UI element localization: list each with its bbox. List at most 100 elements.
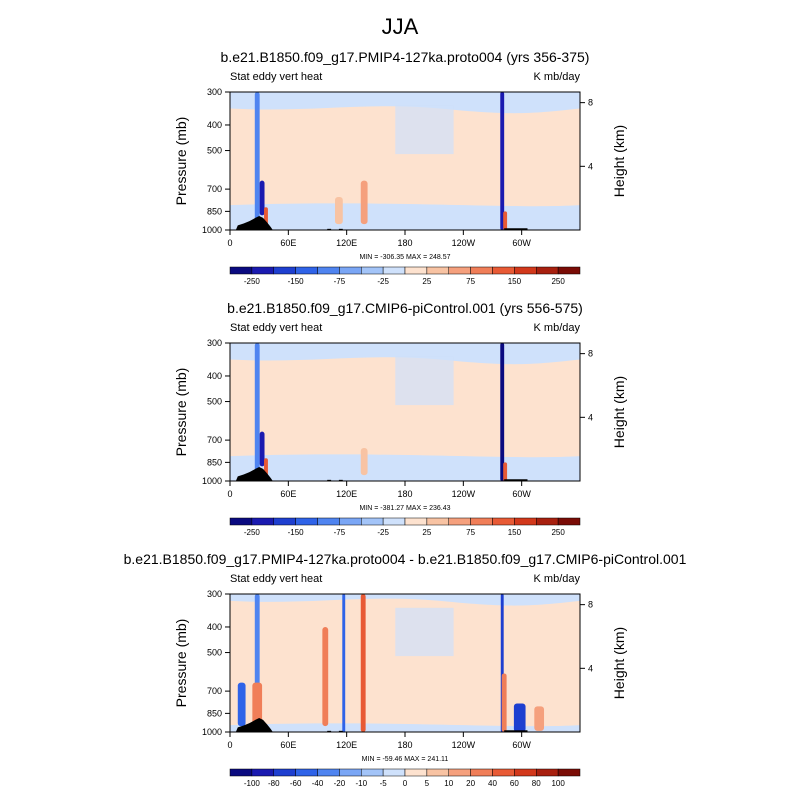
panel-3-title: b.e21.B1850.f09_g17.PMIP4-127ka.proto004… [124, 551, 687, 567]
panel-3-y-axis-label: Pressure (mb) [173, 619, 189, 708]
panel-3-plot-area [230, 594, 580, 732]
x-tick-label: 60W [512, 238, 531, 248]
x-tick-label: 120W [452, 489, 476, 499]
x-tick-label: 120E [336, 740, 357, 750]
field-feature-9 [513, 703, 526, 732]
x-tick-label: 0 [227, 489, 232, 499]
panel-2-field-background [230, 343, 580, 481]
y-tick-label: 300 [207, 338, 222, 348]
panel-2-topography [235, 466, 528, 481]
colorbar-label: 25 [422, 277, 431, 286]
y2-tick-label: 4 [588, 412, 593, 422]
colorbar-label: 150 [508, 528, 522, 537]
field-band-positive [230, 598, 580, 727]
y2-tick-label: 8 [588, 98, 593, 108]
x-tick-label: 120W [452, 740, 476, 750]
colorbar-label: 0 [403, 779, 408, 788]
y-tick-label: 500 [207, 397, 222, 407]
panel-2-y2-axis-label: Height (km) [611, 376, 627, 448]
field-patch-negative [395, 105, 454, 155]
y-tick-label: 700 [207, 435, 222, 445]
panel-3-units-label: K mb/day [534, 573, 581, 585]
field-feature-1 [254, 343, 260, 481]
panel-1-title: b.e21.B1850.f09_g17.PMIP4-127ka.proto004… [221, 49, 590, 65]
field-feature-10 [534, 706, 545, 731]
colorbar-label: -40 [312, 779, 324, 788]
colorbar-box [295, 517, 318, 526]
colorbar-label: -10 [355, 779, 367, 788]
y-tick-label: 700 [207, 686, 222, 696]
panel-2-title: b.e21.B1850.f09_g17.CMIP6-piControl.001 … [227, 300, 583, 316]
colorbar-box [295, 266, 318, 275]
colorbar-box [273, 517, 296, 526]
y2-tick-label: 8 [588, 600, 593, 610]
panel-1-plot-area [230, 92, 580, 230]
colorbar-box [317, 266, 340, 275]
colorbar-box [536, 517, 559, 526]
topography-small-2 [338, 479, 343, 481]
topography-africa [235, 215, 273, 230]
colorbar-box [470, 266, 493, 275]
colorbar-label: 100 [551, 779, 565, 788]
topography-small-2 [338, 228, 343, 230]
panel-3-min-max: MIN = -59.46 MAX = 241.11 [362, 756, 449, 763]
y-tick-label: 300 [207, 87, 222, 97]
panel-1-axes: 0 60E 120E 180 120W 60W 300 400 500 700 850 1000 4 8 [202, 87, 593, 248]
y-tick-label: 400 [207, 371, 222, 381]
field-feature-2 [237, 682, 246, 727]
y-tick-label: 850 [207, 206, 222, 216]
colorbar-box [251, 266, 274, 275]
field-feature-8 [501, 673, 507, 732]
field-band-positive [230, 106, 580, 207]
x-tick-label: 60W [512, 489, 531, 499]
colorbar-label: 25 [422, 528, 431, 537]
colorbar-label: 250 [551, 277, 565, 286]
y2-tick-label: 4 [588, 663, 593, 673]
colorbar-box [382, 768, 406, 777]
y-tick-label: 850 [207, 457, 222, 467]
field-feature-4 [335, 197, 343, 225]
panel-3: b.e21.B1850.f09_g17.PMIP4-127ka.proto004… [124, 551, 687, 788]
colorbar-box [251, 517, 274, 526]
colorbar-box [295, 768, 318, 777]
field-band-positive [230, 357, 580, 458]
x-tick-label: 60E [280, 238, 296, 248]
field-feature-6 [500, 92, 505, 230]
colorbar-box [382, 517, 406, 526]
y-tick-label: 700 [207, 184, 222, 194]
field-feature-2 [259, 431, 265, 467]
colorbar-box [426, 266, 449, 275]
figure-title: JJA [381, 14, 419, 39]
colorbar-label: 80 [532, 779, 541, 788]
x-tick-label: 180 [397, 489, 412, 499]
colorbar-box [470, 517, 493, 526]
topography-small-1 [327, 228, 332, 230]
panel-1-field-background [230, 92, 580, 230]
panel-3-left-label: Stat eddy vert heat [230, 573, 322, 585]
colorbar-box [448, 768, 471, 777]
colorbar-label: 150 [508, 277, 522, 286]
panel-1-colorbar: -250 -150 -75 -25 25 75 150 250 [229, 266, 581, 286]
topography-andes [504, 730, 528, 732]
panel-2-y-axis-label: Pressure (mb) [173, 368, 189, 457]
panel-1-topography [235, 215, 528, 230]
y-tick-label: 500 [207, 146, 222, 156]
y-tick-label: 400 [207, 120, 222, 130]
y-tick-label: 500 [207, 648, 222, 658]
colorbar-box [492, 517, 515, 526]
colorbar-label: 20 [466, 779, 475, 788]
panel-3-y2-axis-label: Height (km) [611, 627, 627, 699]
colorbar-box [317, 768, 340, 777]
colorbar-box [514, 768, 537, 777]
panel-1-y-axis-label: Pressure (mb) [173, 117, 189, 206]
colorbar-label: 5 [425, 779, 430, 788]
panel-1-units-label: K mb/day [534, 71, 581, 83]
colorbar-label: -25 [377, 528, 389, 537]
x-tick-label: 120E [336, 238, 357, 248]
field-feature-7 [503, 211, 508, 230]
y-tick-label: 400 [207, 622, 222, 632]
panel-2-axes: 0 60E 120E 180 120W 60W 300 400 500 700 850 1000 4 8 [202, 338, 593, 499]
panel-2-min-max: MIN = -381.27 MAX = 236.43 [359, 505, 450, 512]
colorbar-box [404, 768, 428, 777]
